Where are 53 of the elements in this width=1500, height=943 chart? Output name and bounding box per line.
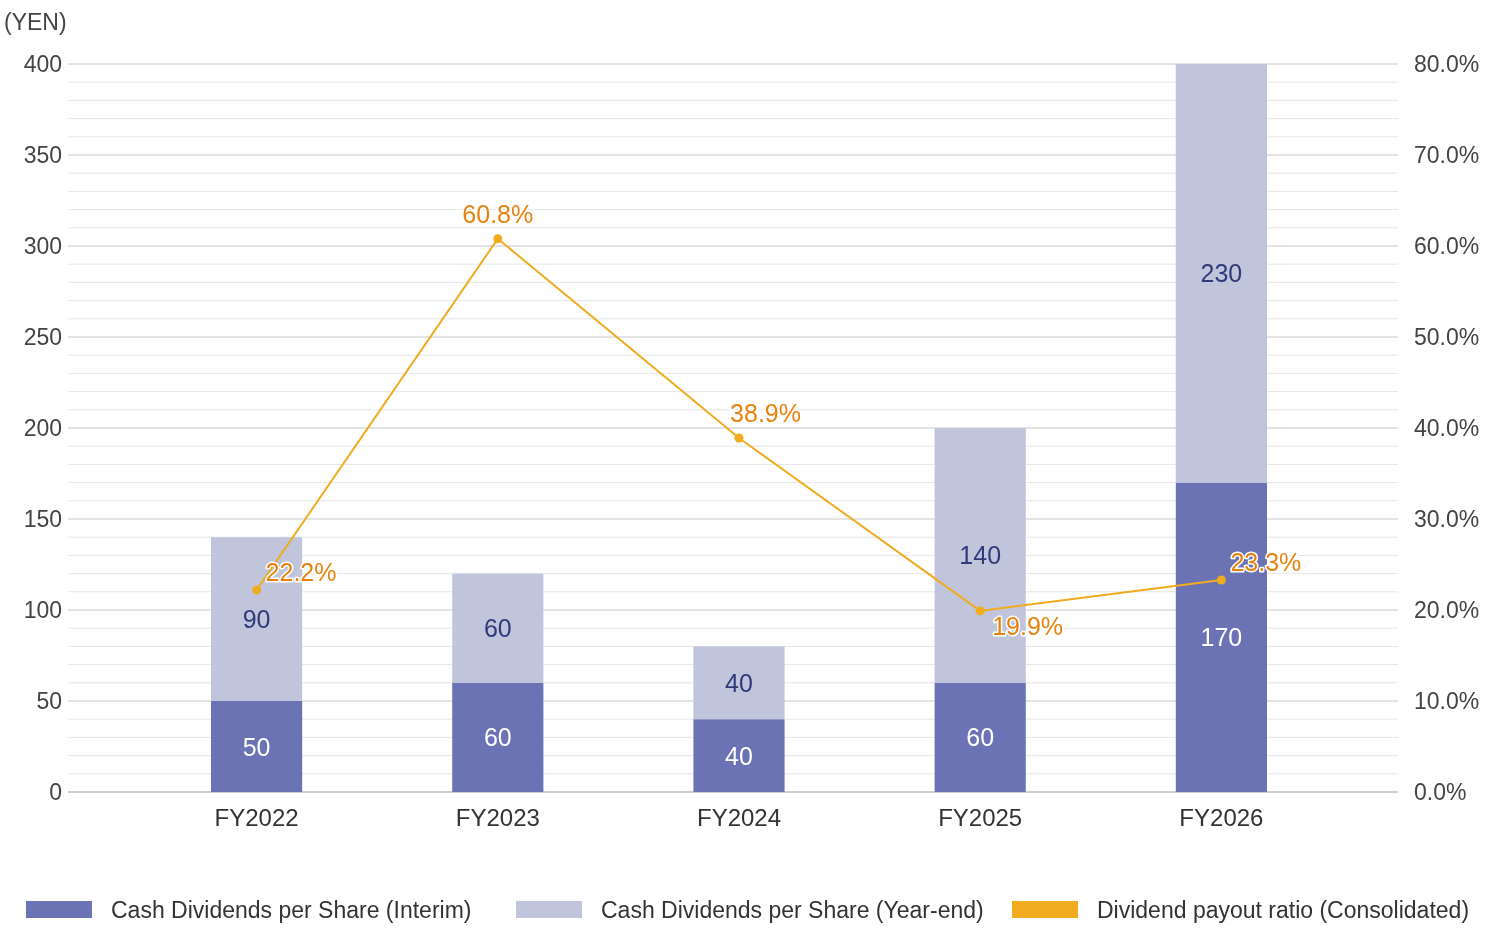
bar (1175, 64, 1267, 483)
bar (693, 646, 785, 720)
legend-label: Cash Dividends per Share (Year-end) (601, 897, 984, 923)
y-axis-title: (YEN) (4, 9, 67, 35)
data-label: 170 (1200, 623, 1243, 652)
y-tick-label: 100 (23, 597, 62, 623)
y-tick-label: 350 (23, 142, 62, 168)
point (975, 606, 985, 616)
data-label: 19.9% (992, 611, 1064, 640)
point (1216, 575, 1226, 585)
y2-tick-label: 80.0% (1414, 51, 1480, 77)
x-tick-label: FY2023 (455, 804, 540, 831)
y-tick-label: 150 (23, 506, 62, 532)
data-label: 40 (725, 741, 753, 770)
legend-label: Dividend payout ratio (Consolidated) (1097, 897, 1470, 923)
bar (934, 682, 1026, 792)
data-label: 60 (483, 723, 512, 752)
data-label: 60 (483, 614, 512, 643)
bar (452, 682, 544, 792)
bar (693, 719, 785, 792)
point (252, 585, 262, 595)
y2-tick-label: 0.0% (1414, 779, 1467, 805)
y2-tick-label: 70.0% (1414, 142, 1480, 168)
y2-tick-label: 20.0% (1414, 597, 1480, 623)
data-label: 60 (966, 723, 995, 752)
point (493, 234, 503, 244)
data-label: 50 (242, 732, 271, 761)
x-tick-label: FY2024 (696, 804, 782, 831)
y2-tick-label: 10.0% (1414, 688, 1480, 714)
data-label: 40 (725, 668, 753, 697)
y-tick-label: 300 (23, 233, 62, 259)
point (734, 433, 744, 443)
y-tick-label: 200 (23, 415, 62, 441)
data-label: 22.2% (265, 557, 337, 586)
y-tick-label: 400 (23, 51, 62, 77)
x-tick-label: FY2026 (1179, 804, 1264, 831)
x-tick-label: FY2022 (214, 804, 299, 831)
data-label: 38.9% (730, 399, 801, 428)
data-label: 90 (242, 605, 271, 634)
y2-tick-label: 30.0% (1414, 506, 1480, 532)
data-label: 230 (1200, 259, 1243, 288)
y2-tick-label: 50.0% (1414, 324, 1480, 350)
y-tick-label: 50 (36, 688, 62, 714)
y2-tick-label: 60.0% (1414, 233, 1480, 259)
bar (452, 573, 544, 683)
y-tick-label: 0 (49, 779, 62, 805)
y2-tick-label: 40.0% (1414, 415, 1480, 441)
legend-label: Cash Dividends per Share (Interim) (111, 897, 472, 923)
data-label: 140 (959, 541, 1002, 570)
y-tick-label: 250 (23, 324, 62, 350)
bar (211, 701, 303, 792)
data-label: 60.8% (462, 199, 534, 228)
x-tick-label: FY2025 (938, 804, 1023, 831)
